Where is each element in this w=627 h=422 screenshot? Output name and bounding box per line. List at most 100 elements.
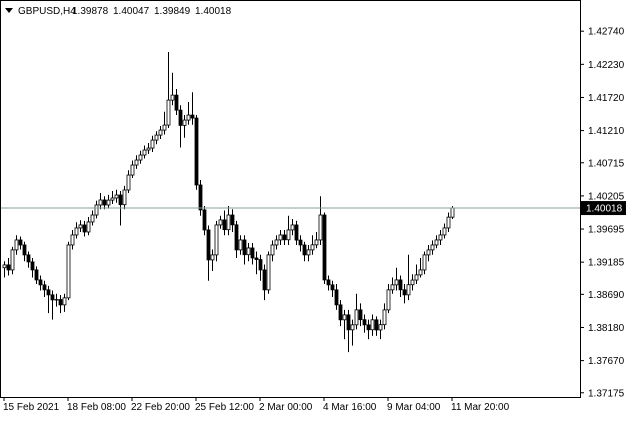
candle-body: [386, 289, 391, 311]
header-low: 1.39849: [154, 6, 191, 17]
price-label-bg: [581, 201, 626, 216]
candle-body: [130, 164, 135, 176]
candle-body: [22, 244, 27, 256]
candle-body: [98, 199, 103, 206]
candle-body: [286, 229, 291, 241]
candle-body: [366, 324, 371, 331]
candle-body: [138, 154, 143, 161]
menu-triangle[interactable]: [5, 8, 13, 13]
candle-body: [186, 114, 191, 121]
x-tick-label: 25 Feb 12:00: [195, 402, 254, 413]
candle-body: [302, 244, 307, 256]
candle-body: [270, 244, 275, 256]
candle-body: [410, 279, 415, 286]
candle-body: [370, 319, 375, 331]
candle-body: [446, 216, 451, 229]
y-tick-label: 1.38180: [588, 323, 625, 334]
candle-body: [222, 219, 227, 231]
x-tick-label: 15 Feb 2021: [3, 402, 60, 413]
header-close: 1.40018: [195, 6, 232, 17]
candle-body: [330, 284, 335, 291]
candle-body: [226, 214, 231, 231]
candle-body: [110, 197, 115, 201]
candle-body: [382, 309, 387, 326]
candle-body: [102, 199, 107, 206]
candle-body: [238, 239, 243, 251]
candle-body: [106, 199, 111, 206]
candle-body: [62, 297, 67, 306]
candle-body: [414, 274, 419, 281]
candle-body: [74, 227, 79, 236]
candle-body: [210, 254, 215, 261]
candle-body: [450, 207, 455, 218]
candle-body: [82, 224, 87, 233]
candle-body: [2, 264, 7, 269]
candle-body: [6, 264, 11, 271]
candle-body: [242, 239, 247, 256]
candle-body: [234, 224, 239, 251]
x-tick-label: 9 Mar 04:00: [387, 402, 441, 413]
candle-body: [402, 289, 407, 296]
candle-body: [406, 284, 411, 296]
candle-body: [394, 279, 399, 286]
x-tick-label: 2 Mar 00:00: [259, 402, 313, 413]
candle-body: [442, 227, 447, 236]
header-open: 1.39878: [72, 6, 109, 17]
y-tick-label: 1.40715: [588, 158, 625, 169]
candle-body: [42, 284, 47, 291]
candle-body: [166, 99, 171, 126]
candle-body: [14, 239, 19, 251]
candle-body: [290, 224, 295, 231]
candle-body: [46, 289, 51, 296]
candle-body: [182, 119, 187, 126]
y-tick-label: 1.39185: [588, 258, 625, 269]
candle-body: [274, 239, 279, 246]
candle-body: [118, 194, 123, 206]
candle-body: [418, 269, 423, 276]
candle-body: [178, 109, 183, 126]
candle-body: [298, 239, 303, 246]
candle-body: [18, 239, 23, 246]
candle-body: [322, 214, 327, 281]
candle-body: [142, 149, 147, 156]
candle-body: [422, 254, 427, 271]
candle-body: [306, 249, 311, 256]
candle-body: [318, 214, 323, 241]
candle-body: [50, 294, 55, 301]
candle-body: [94, 204, 99, 216]
candle-body: [214, 224, 219, 256]
candle-body: [194, 117, 199, 186]
candle-body: [378, 324, 383, 331]
y-tick-label: 1.38690: [588, 290, 625, 301]
candle-body: [34, 269, 39, 281]
candle-body: [78, 224, 83, 229]
candle-body: [146, 147, 151, 151]
candle-body: [162, 124, 167, 131]
candle-body: [426, 249, 431, 256]
candle-body: [154, 134, 159, 141]
candle-body: [338, 304, 343, 321]
candle-body: [254, 257, 259, 260]
candle-body: [350, 324, 355, 331]
symbol-title: GBPUSD,H4: [18, 6, 76, 17]
candle-body: [374, 319, 379, 331]
candle-body: [430, 244, 435, 251]
candle-body: [398, 279, 403, 291]
candle-body: [258, 259, 263, 271]
y-tick-label: 1.40205: [588, 191, 625, 202]
candle-body: [282, 234, 287, 241]
candle-body: [326, 279, 331, 286]
candle-body: [174, 94, 179, 111]
candle-body: [170, 94, 175, 101]
y-tick-label: 1.39695: [588, 225, 625, 236]
candle-body: [54, 299, 59, 301]
candle-body: [266, 254, 271, 291]
candle-body: [230, 214, 235, 226]
candle-body: [126, 174, 131, 191]
x-tick-label: 22 Feb 20:00: [131, 402, 190, 413]
candle-body: [362, 319, 367, 326]
candle-body: [250, 247, 255, 259]
candle-body: [30, 261, 35, 271]
candle-body: [342, 314, 347, 321]
